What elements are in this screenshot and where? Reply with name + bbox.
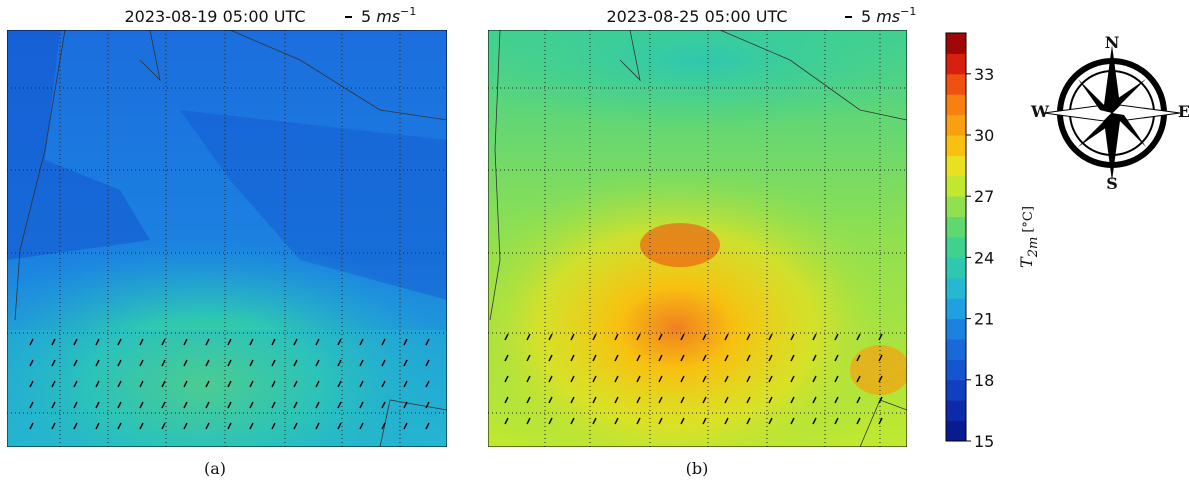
colorbar-band: [946, 380, 966, 401]
colorbar-band: [946, 196, 966, 217]
colorbar-label-unit: [°C]: [1021, 206, 1036, 233]
colorbar-tick-label: 27: [974, 187, 994, 206]
quiver-exponent: −1: [900, 5, 916, 18]
colorbar-band: [946, 400, 966, 421]
quiver-unit: ms: [876, 7, 900, 26]
compass-letter: E: [1178, 102, 1189, 121]
colorbar-band: [946, 155, 966, 176]
colorbar-band: [946, 135, 966, 156]
compass-letter: N: [1105, 33, 1120, 52]
colorbar-tick-label: 33: [974, 65, 994, 84]
colorbar-band: [946, 115, 966, 136]
colorbar-tick-label: 18: [974, 371, 994, 390]
colorbar-tick-label: 15: [974, 432, 994, 451]
colorbar-band: [946, 33, 966, 54]
colorbar-band: [946, 217, 966, 238]
colorbar-band: [946, 176, 966, 197]
compass: [1044, 45, 1180, 181]
panel-title: 2023-08-25 05:00 UTC: [607, 7, 788, 26]
colorbar-band: [946, 421, 966, 442]
colorbar-band: [946, 298, 966, 319]
colorbar-band: [946, 237, 966, 258]
colorbar-band: [946, 74, 966, 95]
colorbar-band: [946, 319, 966, 340]
map-b: [440, 0, 960, 447]
colorbar-band: [946, 339, 966, 360]
colorbar-band: [946, 94, 966, 115]
colorbar-band: [946, 278, 966, 299]
colorbar-label: T2m[°C]: [1017, 206, 1041, 268]
compass-letter: S: [1106, 174, 1118, 193]
compass-letter: W: [1030, 102, 1050, 121]
colorbar-tick-label: 21: [974, 310, 994, 329]
colorbar-tick-label: 30: [974, 126, 994, 145]
colorbar-band: [946, 257, 966, 278]
panel-caption: (a): [204, 459, 226, 478]
quiver-key: 5 ms−1: [861, 5, 916, 26]
colorbar-label-subscript: 2m: [1026, 237, 1041, 259]
colorbar-tick-label: 24: [974, 248, 994, 267]
quiver-key: 5 ms−1: [361, 5, 416, 26]
figure: 2023-08-19 05:00 UTC5ms−1(a)2023-08-25 0…: [0, 0, 1189, 484]
panel-caption: (b): [686, 459, 709, 478]
panel-title: 2023-08-19 05:00 UTC: [125, 7, 306, 26]
quiver-unit: ms: [376, 7, 400, 26]
quiver-value: 5: [861, 7, 871, 26]
map-a: [7, 30, 447, 447]
colorbar-band: [946, 359, 966, 380]
quiver-exponent: −1: [400, 5, 416, 18]
quiver-value: 5: [361, 7, 371, 26]
colorbar-band: [946, 53, 966, 74]
